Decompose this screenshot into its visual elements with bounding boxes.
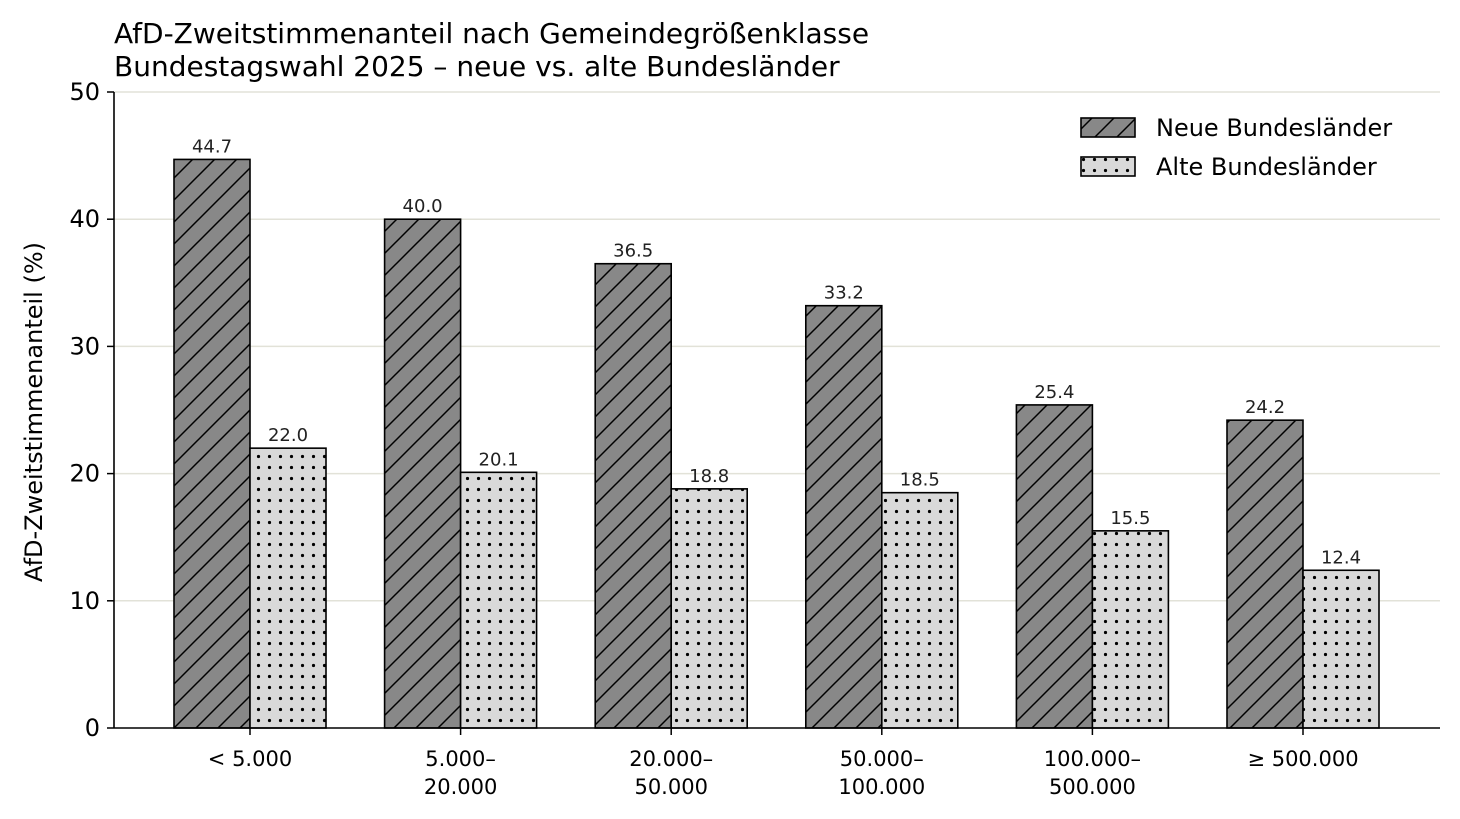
bar-alte-3 <box>880 491 959 729</box>
data-label: 20.1 <box>479 449 519 470</box>
y-tick-label: 30 <box>69 332 100 360</box>
axes <box>113 92 1440 729</box>
bar-neue-5 <box>1226 419 1304 729</box>
legend-label-alte: Alte Bundesländer <box>1156 153 1377 181</box>
data-label: 12.4 <box>1321 547 1361 568</box>
y-axis-label: AfD-Zweitstimmenanteil (%) <box>20 242 48 582</box>
data-label: 18.8 <box>689 466 729 487</box>
legend-swatch-alte <box>1080 156 1136 177</box>
data-label: 24.2 <box>1245 397 1285 418</box>
bar-alte-1 <box>459 471 538 729</box>
x-tick-label: 5.000– <box>425 747 496 771</box>
chart-title-line2: Bundestagswahl 2025 – neue vs. alte Bund… <box>114 50 840 83</box>
bar-neue-3 <box>804 304 883 729</box>
gridlines <box>114 91 1440 602</box>
bar-neue-2 <box>594 262 673 729</box>
value-labels: 44.7 22.0 40.0 20.1 36.5 18.8 33.2 18.5 25.4 15.5… <box>192 136 1361 568</box>
chart-title-line1: AfD-Zweitstimmenanteil nach Gemeindegröß… <box>114 17 869 50</box>
y-tick-label: 10 <box>69 587 100 615</box>
data-label: 33.2 <box>824 283 864 304</box>
data-label: 18.5 <box>900 470 940 491</box>
x-tick-label: 100.000– <box>1044 747 1141 771</box>
y-tick-label: 40 <box>69 205 100 233</box>
y-tick-label: 50 <box>69 78 100 106</box>
y-ticks: 0 10 20 30 40 50 <box>69 78 114 742</box>
x-tick-label: 20.000 <box>424 775 497 799</box>
x-tick-label: 100.000 <box>838 775 925 799</box>
data-label: 36.5 <box>613 241 653 262</box>
legend: Neue Bundesländer Alte Bundesländer <box>1080 114 1392 181</box>
bar-neue-1 <box>383 218 462 729</box>
data-label: 22.0 <box>268 425 308 446</box>
bar-neue-4 <box>1015 404 1094 729</box>
y-tick-label: 0 <box>85 714 100 742</box>
data-label: 40.0 <box>403 196 443 217</box>
x-tick-label: < 5.000 <box>208 747 292 771</box>
bar-alte-5 <box>1302 569 1380 729</box>
data-label: 25.4 <box>1034 382 1074 403</box>
legend-swatch-neue <box>1080 117 1136 138</box>
x-tick-label: 20.000– <box>629 747 713 771</box>
x-tick-labels: < 5.000 5.000– 20.000 20.000– 50.000 50.000– 1… <box>208 728 1359 799</box>
x-tick-label: ≥ 500.000 <box>1247 747 1358 771</box>
x-tick-label: 50.000 <box>634 775 707 799</box>
data-label: 44.7 <box>192 136 232 157</box>
data-label: 15.5 <box>1110 508 1150 529</box>
x-tick-label: 500.000 <box>1049 775 1136 799</box>
x-tick-label: 50.000– <box>840 747 924 771</box>
legend-label-neue: Neue Bundesländer <box>1156 114 1392 142</box>
bar-alte-2 <box>670 488 749 729</box>
bars <box>173 158 1380 729</box>
bar-neue-0 <box>173 158 251 729</box>
bar-alte-4 <box>1091 530 1170 729</box>
bar-alte-0 <box>249 447 327 729</box>
y-tick-label: 20 <box>69 460 100 488</box>
